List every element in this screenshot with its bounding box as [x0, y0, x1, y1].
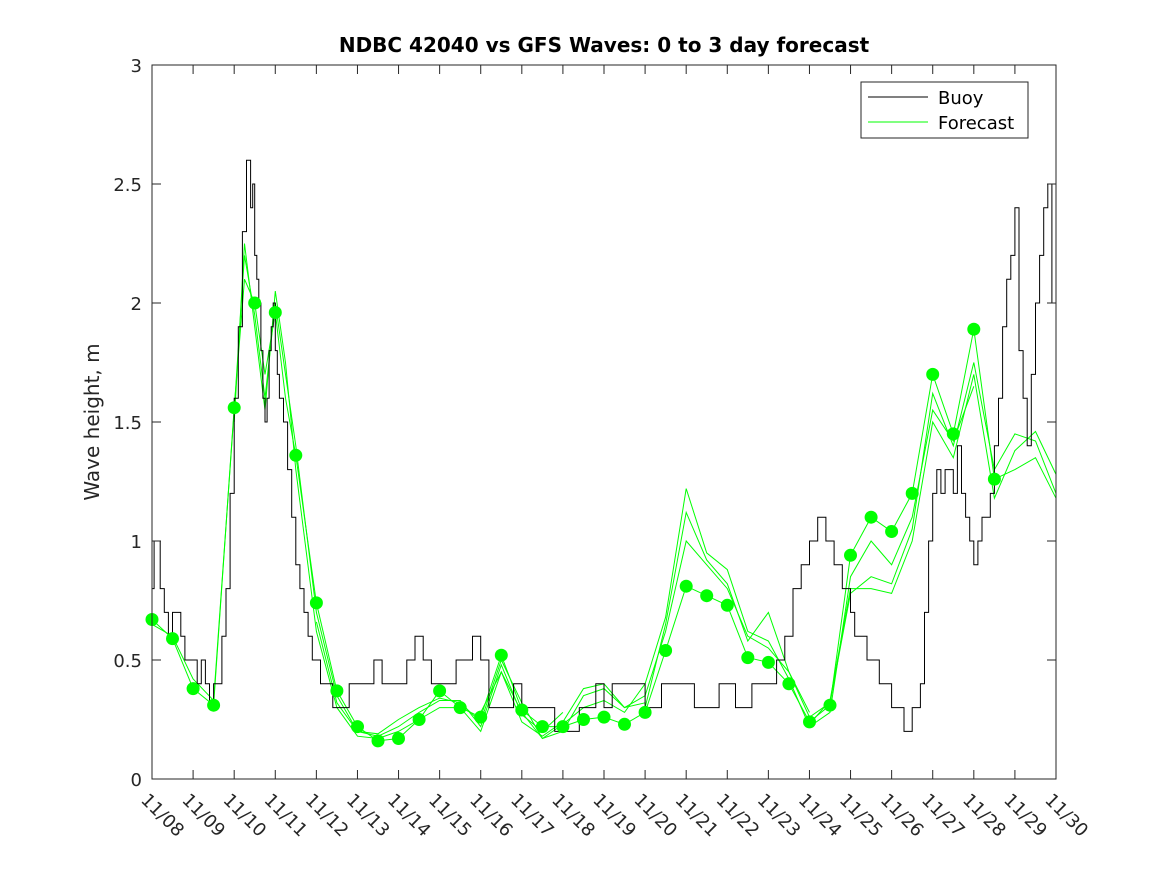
legend: Buoy Forecast: [860, 81, 1029, 139]
forecast-marker: [166, 632, 179, 646]
y-axis-label: Wave height, m: [80, 343, 104, 500]
forecast-marker: [761, 655, 775, 669]
forecast-marker: [926, 367, 940, 381]
forecast-marker: [351, 720, 364, 734]
forecast-marker: [885, 525, 899, 538]
forecast-marker: [248, 296, 262, 310]
plot-area: [152, 65, 1056, 779]
forecast-marker: [823, 698, 837, 712]
forecast-marker: [227, 401, 241, 415]
forecast-marker: [597, 710, 611, 724]
forecast-marker: [659, 644, 673, 657]
forecast-marker: [289, 448, 303, 462]
forecast-marker: [577, 713, 590, 726]
forecast-marker: [309, 596, 323, 610]
forecast-marker: [371, 734, 385, 748]
forecast-marker: [412, 713, 426, 726]
forecast-marker: [987, 472, 1001, 486]
forecast-marker: [967, 322, 981, 336]
forecast-marker: [905, 486, 919, 500]
forecast-marker: [392, 732, 405, 745]
forecast-marker: [679, 579, 693, 593]
legend-box: [860, 81, 1029, 139]
forecast-marker: [638, 705, 652, 719]
y-tick-label: 2.5: [113, 175, 142, 196]
forecast-marker: [474, 710, 488, 724]
forecast-marker: [720, 598, 734, 612]
y-tick-label: 2: [131, 294, 142, 315]
forecast-marker: [207, 698, 221, 712]
forecast-marker: [556, 720, 570, 734]
marker-layer: [145, 296, 1001, 748]
forecast-marker: [700, 589, 714, 603]
legend-buoy-label: Buoy: [938, 88, 984, 109]
y-tick-label: 1.5: [113, 413, 142, 434]
forecast-marker: [535, 720, 549, 734]
forecast-marker: [515, 703, 529, 717]
forecast-marker: [864, 510, 878, 524]
forecast-marker: [844, 548, 857, 562]
forecast-marker: [453, 701, 467, 715]
forecast-marker: [946, 427, 960, 441]
forecast-marker: [330, 684, 344, 698]
forecast-marker: [741, 651, 755, 665]
forecast-marker: [803, 715, 816, 729]
chart-title: NDBC 42040 vs GFS Waves: 0 to 3 day fore…: [339, 33, 870, 57]
forecast-marker: [782, 677, 796, 691]
forecast-marker: [494, 648, 508, 662]
forecast-marker: [186, 682, 200, 696]
y-tick-label: 0.5: [113, 651, 142, 672]
y-tick-label: 1: [131, 532, 142, 553]
forecast-marker: [268, 306, 282, 319]
y-tick-label: 3: [131, 56, 142, 77]
forecast-marker: [433, 684, 447, 698]
legend-forecast-label: Forecast: [938, 113, 1014, 134]
forecast-marker: [618, 717, 631, 731]
y-tick-label: 0: [131, 770, 142, 791]
